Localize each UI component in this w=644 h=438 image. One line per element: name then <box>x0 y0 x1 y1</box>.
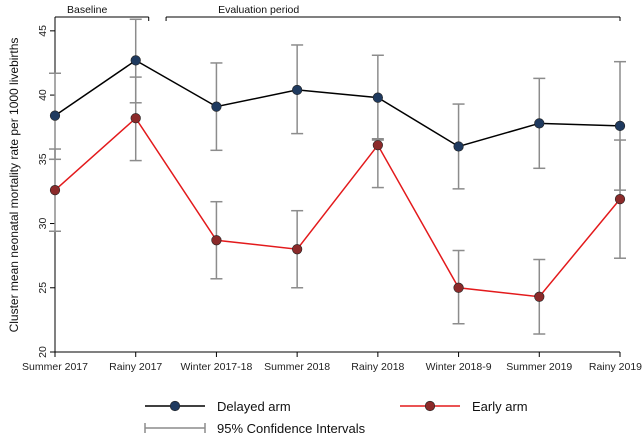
legend-label: Early arm <box>472 399 528 414</box>
data-point <box>49 185 61 196</box>
x-tick-label: Rainy 2017 <box>109 361 162 373</box>
x-tick-label: Rainy 2018 <box>351 361 404 373</box>
y-tick-label: 30 <box>37 218 49 230</box>
y-tick-label: 35 <box>37 153 49 165</box>
data-point <box>534 118 545 129</box>
data-point <box>49 110 61 121</box>
data-point <box>372 92 383 103</box>
data-point <box>614 120 626 132</box>
data-point <box>453 141 464 152</box>
data-point <box>211 235 222 246</box>
period-label: Evaluation period <box>218 4 299 16</box>
x-tick-label: Summer 2019 <box>506 361 572 373</box>
data-point <box>534 291 545 302</box>
data-point <box>614 194 626 205</box>
series-line-1 <box>54 117 621 298</box>
plot-area: 20 25 30 35 40 45 Summer 2017 Rainy 2017 Winter … <box>22 4 642 373</box>
data-point <box>130 55 141 66</box>
y-tick-label: 40 <box>37 89 49 101</box>
x-tick-label: Winter 2018-9 <box>426 361 492 373</box>
legend: Delayed arm Early arm 95% Confidence Inter… <box>144 399 528 436</box>
data-point <box>292 84 303 96</box>
data-point <box>292 244 303 255</box>
x-tick-label: Rainy 2019 <box>589 361 642 373</box>
data-point <box>130 113 141 124</box>
x-tick-label: Summer 2017 <box>22 361 88 373</box>
data-point <box>372 140 383 151</box>
period-label: Baseline <box>67 4 107 16</box>
y-tick-label: 25 <box>37 282 49 294</box>
legend-marker <box>424 400 436 412</box>
data-point <box>211 101 222 112</box>
legend-marker <box>169 400 181 412</box>
y-axis-title: Cluster mean neonatal mortality rate per… <box>7 38 21 333</box>
data-point <box>453 282 464 293</box>
x-tick-label: Summer 2018 <box>264 361 330 373</box>
x-tick-label: Winter 2017-18 <box>181 361 253 373</box>
legend-label: Delayed arm <box>217 399 291 414</box>
y-tick-label: 20 <box>37 346 49 358</box>
series-line-0 <box>54 59 621 148</box>
legend-ci-label: 95% Confidence Intervals <box>217 421 366 436</box>
y-tick-label: 45 <box>37 25 49 37</box>
